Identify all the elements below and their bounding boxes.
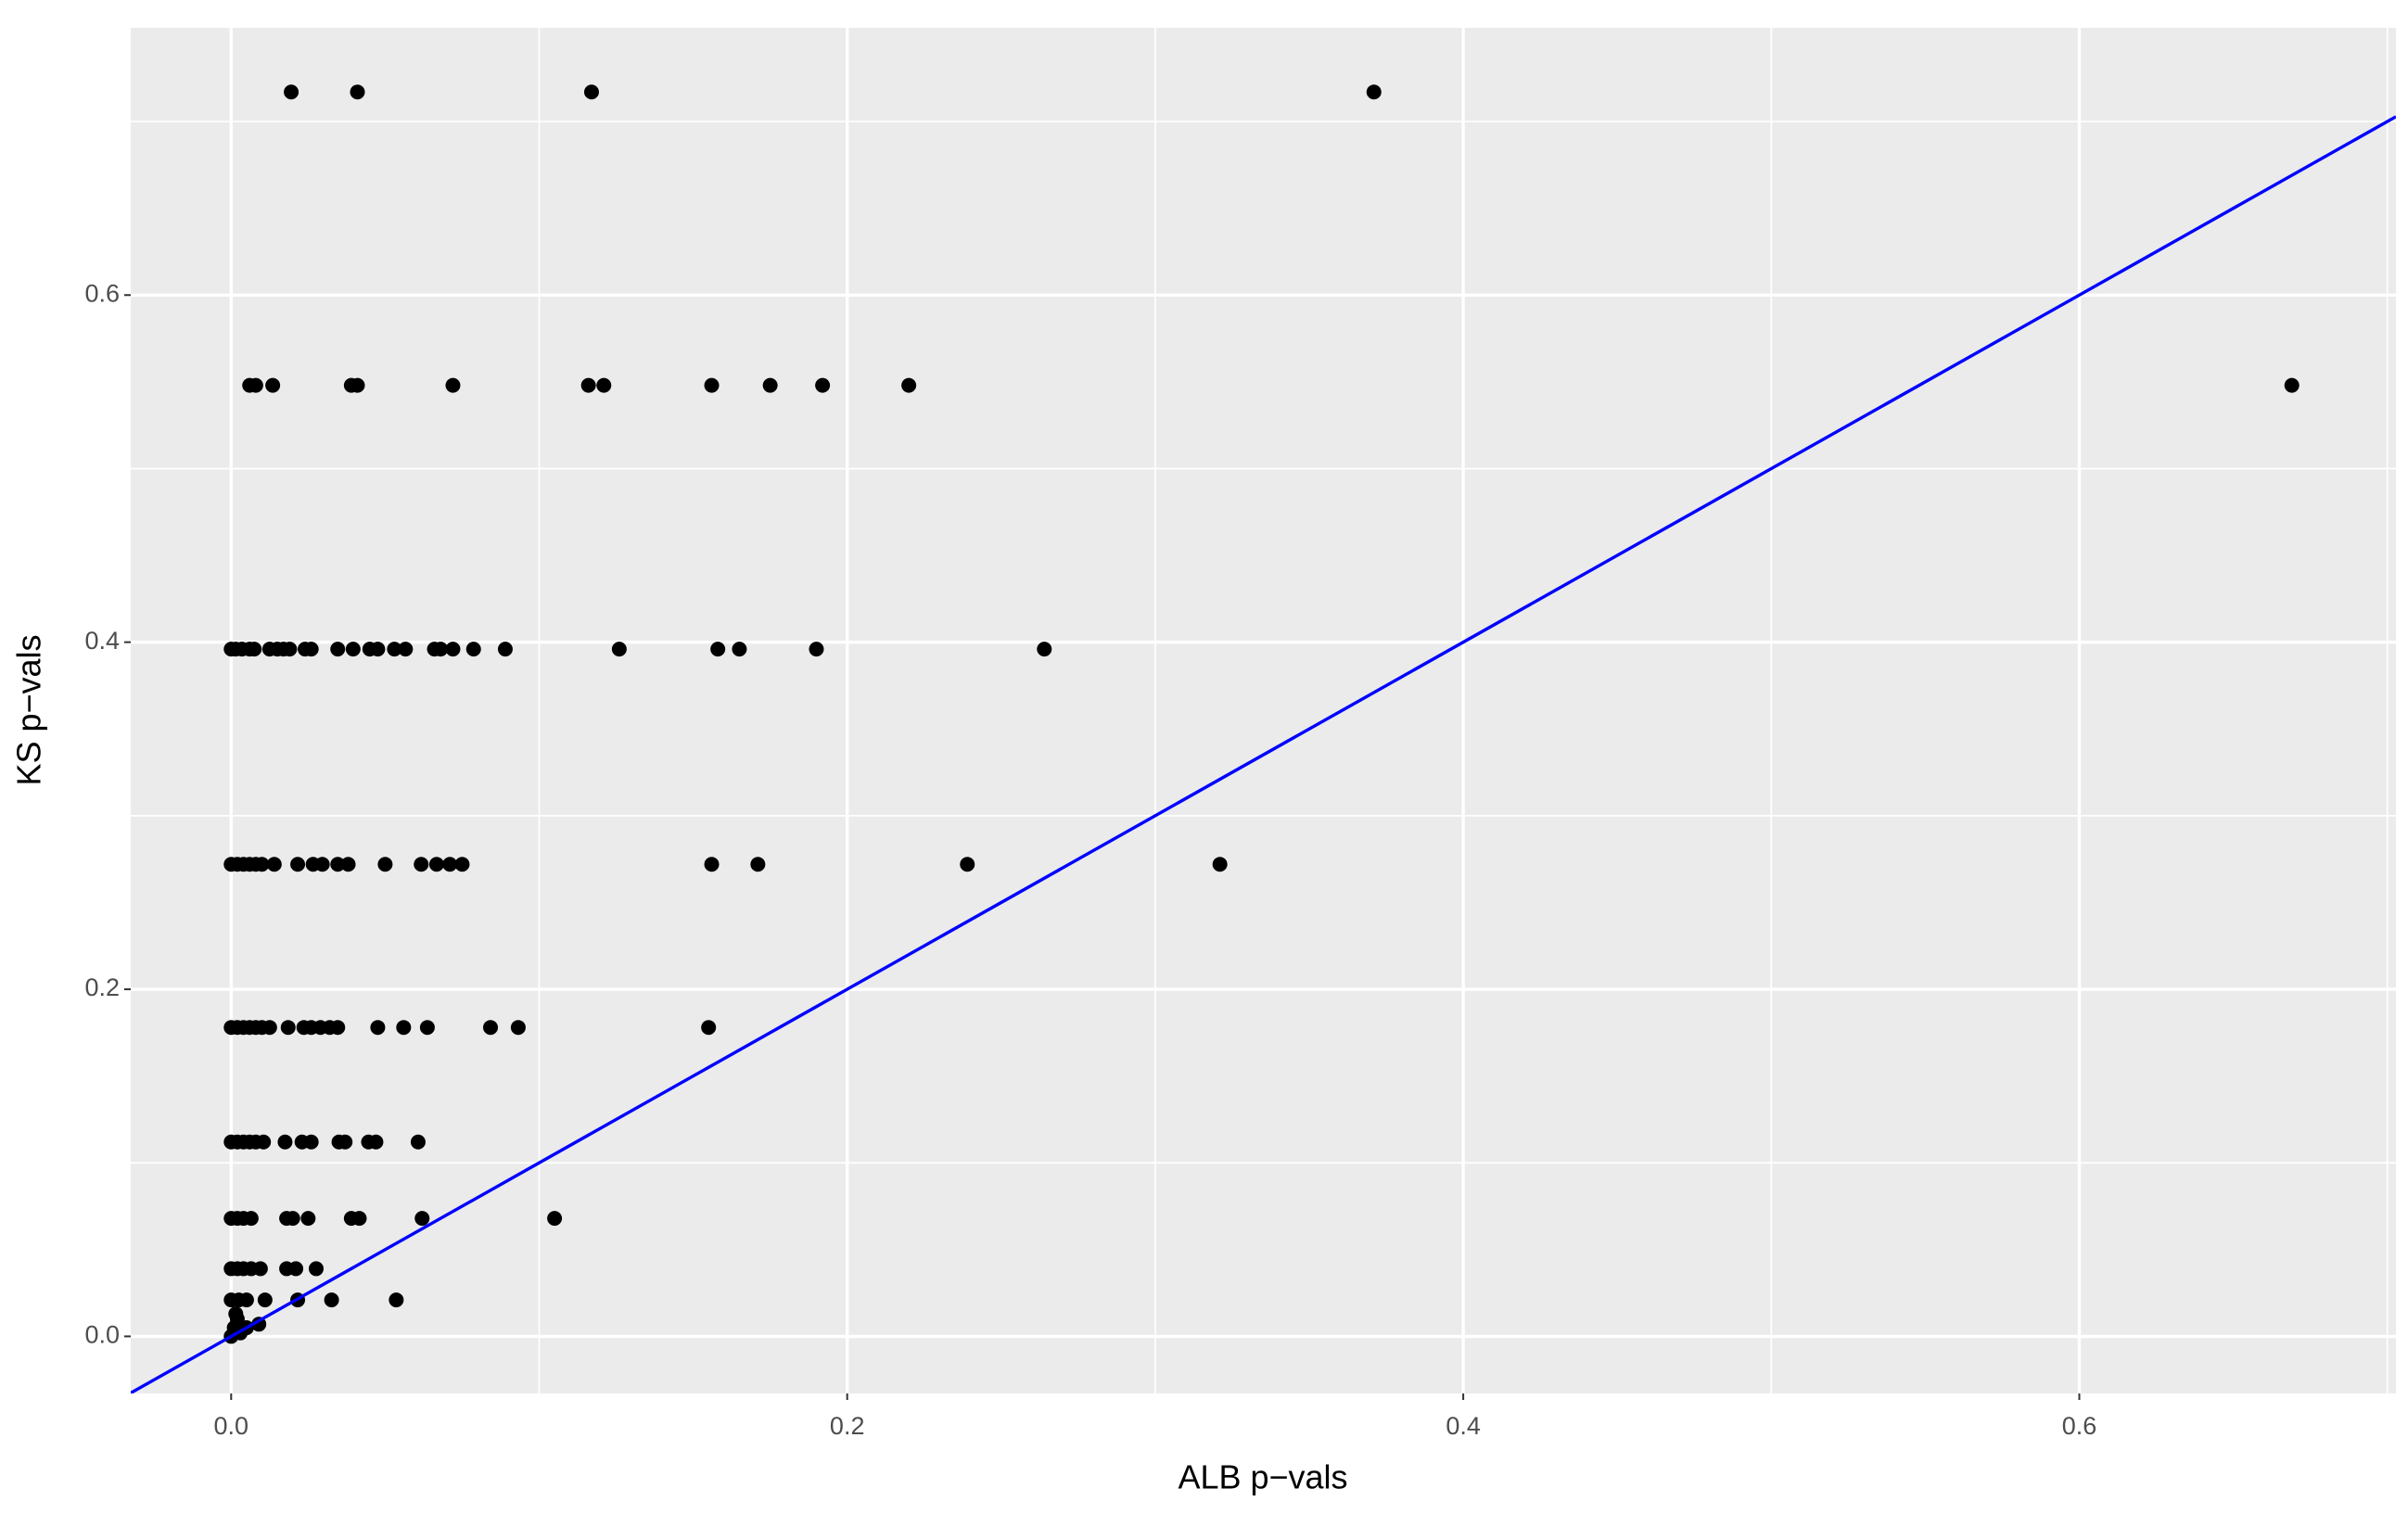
point <box>288 1261 304 1277</box>
point <box>254 857 270 872</box>
point <box>338 1134 353 1150</box>
point <box>248 377 263 393</box>
point <box>710 642 726 657</box>
point <box>704 377 720 393</box>
y-tick-label: 0.4 <box>84 627 120 655</box>
point <box>387 642 402 657</box>
point <box>750 857 766 872</box>
point <box>389 1292 404 1308</box>
x-tick-label: 0.6 <box>2062 1412 2097 1440</box>
point <box>368 1134 384 1150</box>
panel <box>131 28 2396 1393</box>
point <box>1366 84 1382 100</box>
point <box>345 642 361 657</box>
point <box>442 857 458 872</box>
point <box>454 857 470 872</box>
point <box>433 642 449 657</box>
x-tick-label: 0.0 <box>214 1412 249 1440</box>
y-tick-label: 0.6 <box>84 279 120 307</box>
point <box>303 642 319 657</box>
point <box>809 642 824 657</box>
point <box>303 1134 319 1150</box>
point <box>583 84 599 100</box>
point <box>445 642 461 657</box>
point <box>265 377 281 393</box>
point <box>330 857 346 872</box>
point <box>701 1020 717 1036</box>
point <box>285 1211 300 1227</box>
point <box>252 1261 268 1277</box>
point <box>330 1020 346 1036</box>
point <box>324 1292 339 1308</box>
point <box>350 84 365 100</box>
point <box>340 857 356 872</box>
point <box>497 642 513 657</box>
point <box>256 1134 272 1150</box>
point <box>398 642 414 657</box>
point <box>960 857 975 872</box>
point <box>547 1211 563 1227</box>
y-axis-title: KS p−vals <box>10 634 48 785</box>
point <box>580 377 596 393</box>
point <box>510 1020 526 1036</box>
point <box>419 1020 435 1036</box>
point <box>396 1020 412 1036</box>
point <box>370 642 386 657</box>
point <box>732 642 747 657</box>
point <box>762 377 778 393</box>
point <box>308 1261 324 1277</box>
point <box>300 1211 316 1227</box>
point <box>243 1211 259 1227</box>
point <box>1212 857 1228 872</box>
point <box>261 1020 277 1036</box>
point <box>414 857 429 872</box>
point <box>465 642 481 657</box>
point <box>1037 642 1052 657</box>
point <box>280 1020 296 1036</box>
point <box>350 377 365 393</box>
point <box>901 377 917 393</box>
point <box>596 377 612 393</box>
point <box>330 642 346 657</box>
point <box>428 857 444 872</box>
point <box>351 1211 367 1227</box>
point <box>266 857 282 872</box>
y-tick-label: 0.2 <box>84 973 120 1001</box>
reference-line <box>131 115 2396 1393</box>
point <box>445 377 461 393</box>
point <box>815 377 831 393</box>
point <box>414 1211 430 1227</box>
point <box>247 642 262 657</box>
x-tick-label: 0.4 <box>1446 1412 1481 1440</box>
point <box>277 1134 293 1150</box>
point <box>377 857 393 872</box>
point <box>290 857 306 872</box>
y-tick-label: 0.0 <box>84 1321 120 1349</box>
point <box>282 642 298 657</box>
point <box>483 1020 499 1036</box>
x-tick-label: 0.2 <box>830 1412 865 1440</box>
point <box>611 642 627 657</box>
point <box>704 857 720 872</box>
point <box>410 1134 426 1150</box>
point <box>257 1292 273 1308</box>
point <box>2284 377 2300 393</box>
x-axis-title: ALB p−vals <box>1178 1458 1347 1496</box>
point <box>284 84 299 100</box>
point <box>228 1306 244 1322</box>
point <box>370 1020 386 1036</box>
point <box>251 1317 267 1332</box>
point <box>238 1292 254 1308</box>
point <box>314 857 330 872</box>
